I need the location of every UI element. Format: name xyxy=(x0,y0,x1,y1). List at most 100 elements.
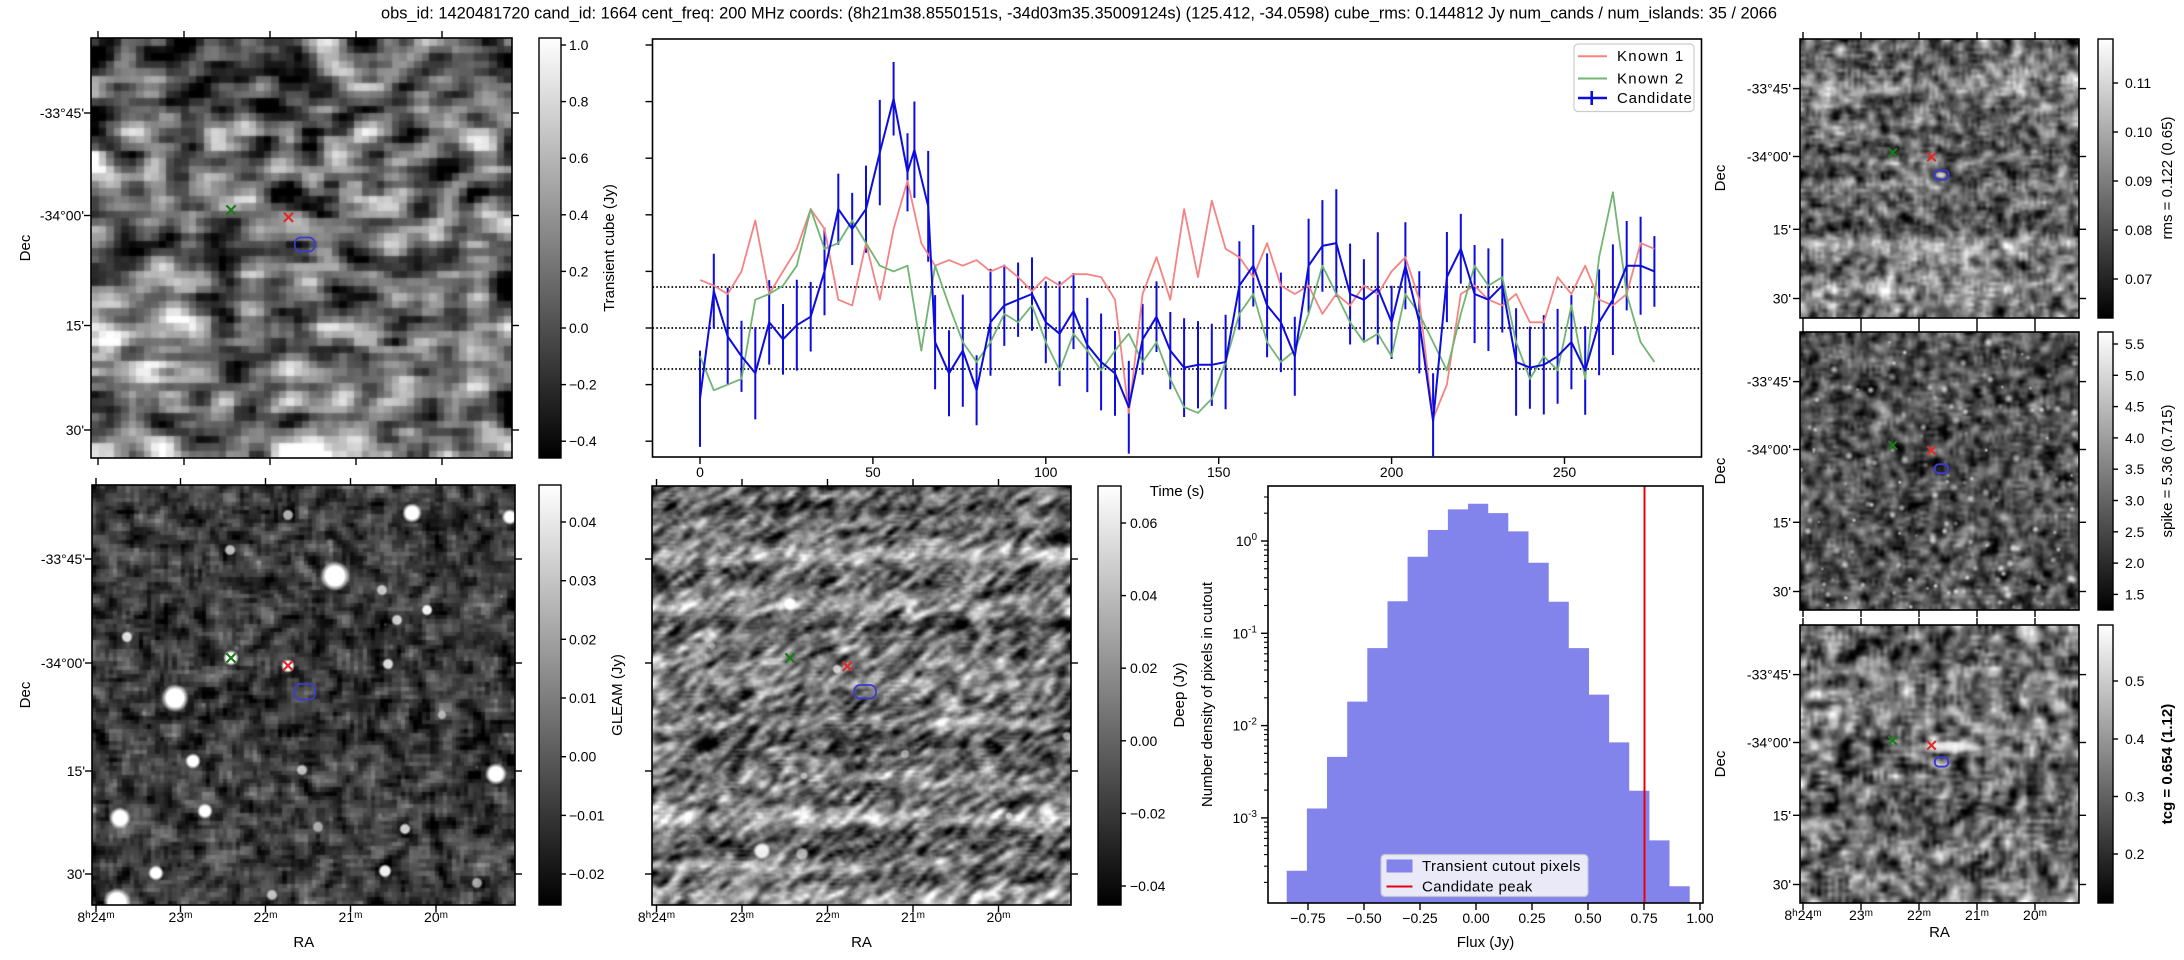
svg-text:4.0: 4.0 xyxy=(2125,430,2145,446)
svg-text:-34°00': -34°00' xyxy=(1747,149,1791,165)
svg-text:0.10: 0.10 xyxy=(2125,124,2152,140)
svg-text:Dec: Dec xyxy=(17,234,34,261)
svg-text:0: 0 xyxy=(696,464,704,480)
svg-text:Transient cube (Jy): Transient cube (Jy) xyxy=(601,184,618,312)
svg-text:5.5: 5.5 xyxy=(2125,336,2145,352)
svg-text:20m: 20m xyxy=(2023,907,2047,923)
svg-text:1.0: 1.0 xyxy=(569,37,589,53)
svg-text:15': 15' xyxy=(1773,221,1791,237)
svg-text:8h24m: 8h24m xyxy=(638,909,675,925)
svg-text:-33°45': -33°45' xyxy=(40,105,84,121)
svg-text:0.04: 0.04 xyxy=(569,514,596,530)
svg-text:Known 1: Known 1 xyxy=(1617,48,1684,65)
svg-text:200: 200 xyxy=(1380,464,1404,480)
svg-text:-33°45': -33°45' xyxy=(1747,81,1791,97)
svg-text:0.2: 0.2 xyxy=(569,263,589,279)
svg-text:150: 150 xyxy=(1207,464,1231,480)
svg-text:3.0: 3.0 xyxy=(2125,493,2145,509)
svg-text:30': 30' xyxy=(1773,877,1791,893)
svg-text:15': 15' xyxy=(67,763,85,779)
svg-text:100: 100 xyxy=(1236,532,1258,549)
svg-text:-33°45': -33°45' xyxy=(41,551,85,567)
svg-text:-34°00': -34°00' xyxy=(40,208,84,224)
svg-text:0.11: 0.11 xyxy=(2125,75,2151,91)
svg-text:21m: 21m xyxy=(901,909,925,925)
svg-text:2.0: 2.0 xyxy=(2125,555,2145,571)
svg-text:0.5: 0.5 xyxy=(2125,673,2145,689)
svg-text:21m: 21m xyxy=(1965,907,1989,923)
svg-text:1.00: 1.00 xyxy=(1686,910,1713,926)
svg-text:0.01: 0.01 xyxy=(569,690,596,706)
svg-text:15': 15' xyxy=(1773,514,1791,530)
svg-text:−0.50: −0.50 xyxy=(1346,910,1382,926)
svg-text:0.50: 0.50 xyxy=(1574,910,1601,926)
svg-text:RA: RA xyxy=(1929,924,1950,941)
svg-text:-34°00': -34°00' xyxy=(41,655,85,671)
svg-text:0.07: 0.07 xyxy=(2125,271,2152,287)
svg-text:-33°45': -33°45' xyxy=(1747,667,1791,683)
svg-text:-34°00': -34°00' xyxy=(1747,735,1791,751)
svg-text:Flux (Jy): Flux (Jy) xyxy=(1457,934,1515,951)
svg-text:RA: RA xyxy=(293,934,314,951)
svg-text:0.4: 0.4 xyxy=(2125,731,2145,747)
svg-text:Deep (Jy): Deep (Jy) xyxy=(1171,662,1188,727)
svg-text:0.03: 0.03 xyxy=(569,573,596,589)
svg-text:100: 100 xyxy=(1034,464,1058,480)
svg-text:0.06: 0.06 xyxy=(1130,515,1157,531)
svg-text:23m: 23m xyxy=(1849,907,1873,923)
svg-text:50: 50 xyxy=(865,464,881,480)
svg-text:0.75: 0.75 xyxy=(1630,910,1657,926)
svg-text:23m: 23m xyxy=(730,909,754,925)
svg-text:0.04: 0.04 xyxy=(1130,588,1157,604)
svg-text:30': 30' xyxy=(67,866,85,882)
svg-text:−0.75: −0.75 xyxy=(1290,910,1326,926)
svg-text:0.00: 0.00 xyxy=(569,749,596,765)
svg-text:0.08: 0.08 xyxy=(2125,222,2152,238)
svg-text:250: 250 xyxy=(1553,464,1577,480)
svg-text:-33°45': -33°45' xyxy=(1747,374,1791,390)
svg-text:2.5: 2.5 xyxy=(2125,524,2145,540)
svg-text:Dec: Dec xyxy=(1712,457,1729,484)
svg-text:0.09: 0.09 xyxy=(2125,173,2152,189)
svg-text:Candidate peak: Candidate peak xyxy=(1422,879,1533,896)
svg-text:3.5: 3.5 xyxy=(2125,461,2145,477)
svg-text:5.0: 5.0 xyxy=(2125,367,2145,383)
svg-text:10-1: 10-1 xyxy=(1233,624,1258,641)
svg-text:8h24m: 8h24m xyxy=(77,909,114,925)
svg-text:4.5: 4.5 xyxy=(2125,399,2145,415)
svg-text:spike = 5.36 (0.715): spike = 5.36 (0.715) xyxy=(2159,404,2176,537)
svg-text:1.5: 1.5 xyxy=(2125,586,2145,602)
svg-text:30': 30' xyxy=(1773,291,1791,307)
svg-text:tcg = 0.654 (1.12): tcg = 0.654 (1.12) xyxy=(2159,704,2176,824)
svg-text:RA: RA xyxy=(851,934,872,951)
svg-text:15': 15' xyxy=(1773,807,1791,823)
svg-text:20m: 20m xyxy=(987,909,1011,925)
svg-text:-34°00': -34°00' xyxy=(1747,442,1791,458)
svg-text:Dec: Dec xyxy=(1712,750,1729,777)
svg-text:10-2: 10-2 xyxy=(1233,717,1258,734)
svg-text:−0.02: −0.02 xyxy=(569,866,605,882)
svg-text:GLEAM (Jy): GLEAM (Jy) xyxy=(609,654,626,736)
svg-text:21m: 21m xyxy=(339,909,363,925)
svg-text:−0.01: −0.01 xyxy=(569,807,605,823)
svg-text:20m: 20m xyxy=(424,909,448,925)
svg-text:10-3: 10-3 xyxy=(1233,809,1258,826)
svg-text:0.0: 0.0 xyxy=(569,320,589,336)
svg-text:Time (s): Time (s) xyxy=(1150,483,1204,500)
svg-text:0.2: 0.2 xyxy=(2125,846,2145,862)
svg-text:0.00: 0.00 xyxy=(1462,910,1489,926)
svg-text:−0.04: −0.04 xyxy=(1130,878,1166,894)
svg-text:0.00: 0.00 xyxy=(1130,733,1157,749)
svg-text:0.02: 0.02 xyxy=(569,631,596,647)
svg-text:0.25: 0.25 xyxy=(1518,910,1545,926)
svg-text:0.3: 0.3 xyxy=(2125,789,2145,805)
svg-text:Transient cutout pixels: Transient cutout pixels xyxy=(1422,858,1581,875)
svg-text:obs_id: 1420481720 cand_id: 16: obs_id: 1420481720 cand_id: 1664 cent_fr… xyxy=(381,5,1777,23)
svg-text:Dec: Dec xyxy=(1712,164,1729,191)
svg-text:22m: 22m xyxy=(1907,907,1931,923)
svg-text:22m: 22m xyxy=(254,909,278,925)
svg-text:−0.2: −0.2 xyxy=(569,377,597,393)
svg-text:0.02: 0.02 xyxy=(1130,660,1157,676)
svg-text:15': 15' xyxy=(66,318,84,334)
svg-text:rms = 0.122 (0.65): rms = 0.122 (0.65) xyxy=(2159,117,2176,240)
